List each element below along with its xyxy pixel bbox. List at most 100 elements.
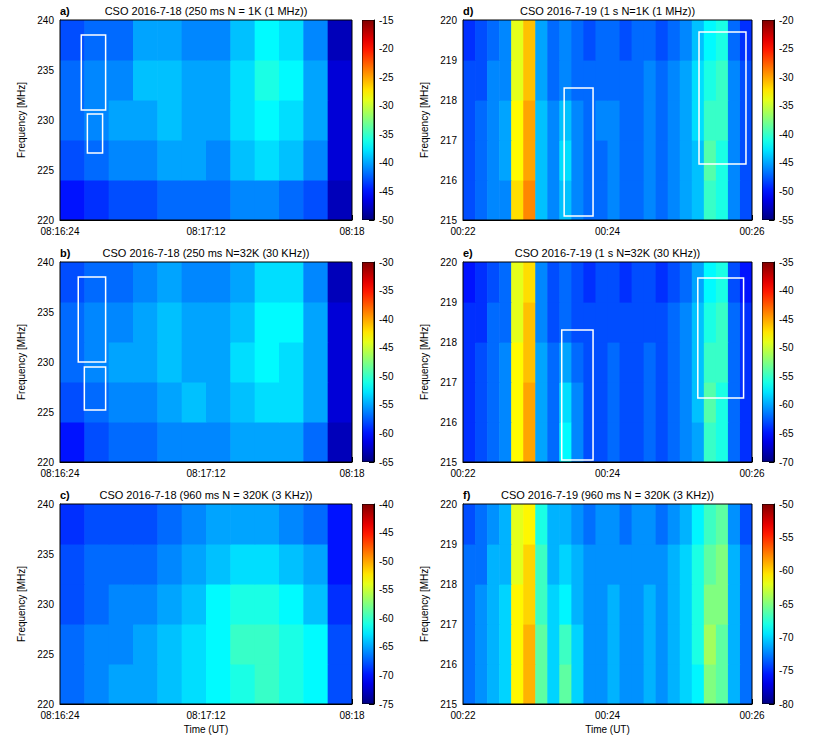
svg-text:240: 240 xyxy=(37,257,54,268)
svg-text:-60: -60 xyxy=(779,399,794,410)
svg-text:215: 215 xyxy=(440,457,457,468)
svg-text:08:18: 08:18 xyxy=(339,710,364,721)
svg-text:Frequency [MHz]: Frequency [MHz] xyxy=(16,566,27,642)
svg-text:225: 225 xyxy=(37,165,54,176)
svg-text:220: 220 xyxy=(440,15,457,26)
svg-text:-30: -30 xyxy=(379,257,394,268)
svg-text:-55: -55 xyxy=(379,399,394,410)
svg-text:00:26: 00:26 xyxy=(739,226,764,237)
svg-text:218: 218 xyxy=(440,579,457,590)
svg-text:-65: -65 xyxy=(379,457,394,468)
svg-text:-35: -35 xyxy=(379,285,394,296)
svg-text:-30: -30 xyxy=(379,100,394,111)
svg-text:08:17:12: 08:17:12 xyxy=(187,710,226,721)
svg-text:-70: -70 xyxy=(779,632,794,643)
svg-text:CSO 2016-7-19 (960 ms N = 320K: CSO 2016-7-19 (960 ms N = 320K (3 KHz)) xyxy=(501,489,714,501)
svg-text:240: 240 xyxy=(37,15,54,26)
svg-text:Frequency [MHz]: Frequency [MHz] xyxy=(419,324,430,400)
svg-text:235: 235 xyxy=(37,307,54,318)
svg-text:b): b) xyxy=(60,247,71,259)
svg-text:-50: -50 xyxy=(379,556,394,567)
svg-text:c): c) xyxy=(60,489,70,501)
svg-text:00:24: 00:24 xyxy=(595,710,620,721)
svg-text:216: 216 xyxy=(440,659,457,670)
svg-text:-45: -45 xyxy=(779,157,794,168)
svg-text:217: 217 xyxy=(440,135,457,146)
svg-text:-45: -45 xyxy=(379,186,394,197)
svg-text:00:26: 00:26 xyxy=(739,468,764,479)
svg-text:08:16:24: 08:16:24 xyxy=(41,226,80,237)
svg-text:-40: -40 xyxy=(379,314,394,325)
svg-text:-75: -75 xyxy=(779,665,794,676)
svg-text:-25: -25 xyxy=(379,72,394,83)
svg-text:230: 230 xyxy=(37,115,54,126)
svg-text:CSO 2016-7-18 (960 ms N = 320K: CSO 2016-7-18 (960 ms N = 320K (3 KHz)) xyxy=(99,489,312,501)
svg-text:08:18: 08:18 xyxy=(339,226,364,237)
svg-text:-20: -20 xyxy=(379,43,394,54)
svg-text:CSO 2016-7-18 (250 ms N = 1K (: CSO 2016-7-18 (250 ms N = 1K (1 MHz)) xyxy=(105,5,308,17)
svg-text:-25: -25 xyxy=(779,43,794,54)
svg-text:-35: -35 xyxy=(379,129,394,140)
svg-text:218: 218 xyxy=(440,337,457,348)
svg-text:220: 220 xyxy=(37,215,54,226)
svg-text:CSO 2016-7-19 (1 s N=1K (1 MHz: CSO 2016-7-19 (1 s N=1K (1 MHz)) xyxy=(520,5,695,17)
svg-text:CSO 2016-7-19 (1 s N=32K (30 K: CSO 2016-7-19 (1 s N=32K (30 KHz)) xyxy=(515,247,701,259)
svg-text:217: 217 xyxy=(440,377,457,388)
svg-text:220: 220 xyxy=(440,257,457,268)
svg-text:-45: -45 xyxy=(379,527,394,538)
svg-text:218: 218 xyxy=(440,95,457,106)
svg-text:-60: -60 xyxy=(379,428,394,439)
svg-text:00:22: 00:22 xyxy=(450,710,475,721)
svg-text:00:24: 00:24 xyxy=(595,226,620,237)
svg-text:225: 225 xyxy=(37,649,54,660)
svg-text:-40: -40 xyxy=(779,129,794,140)
svg-text:-50: -50 xyxy=(379,371,394,382)
svg-text:-35: -35 xyxy=(779,257,794,268)
svg-text:Time (UT): Time (UT) xyxy=(585,724,630,735)
svg-text:217: 217 xyxy=(440,619,457,630)
svg-text:-65: -65 xyxy=(779,599,794,610)
svg-text:-55: -55 xyxy=(779,215,794,226)
svg-text:d): d) xyxy=(463,5,474,17)
svg-text:235: 235 xyxy=(37,549,54,560)
svg-text:-60: -60 xyxy=(779,565,794,576)
svg-text:00:24: 00:24 xyxy=(595,468,620,479)
svg-text:CSO 2016-7-18 (250 ms N=32K (3: CSO 2016-7-18 (250 ms N=32K (30 KHz)) xyxy=(103,247,310,259)
svg-text:215: 215 xyxy=(440,699,457,710)
svg-text:240: 240 xyxy=(37,499,54,510)
svg-text:-50: -50 xyxy=(779,186,794,197)
svg-text:-35: -35 xyxy=(779,100,794,111)
svg-text:220: 220 xyxy=(37,699,54,710)
svg-text:e): e) xyxy=(463,247,473,259)
svg-text:Frequency [MHz]: Frequency [MHz] xyxy=(16,324,27,400)
svg-text:00:26: 00:26 xyxy=(739,710,764,721)
svg-text:08:16:24: 08:16:24 xyxy=(41,710,80,721)
svg-text:Frequency [MHz]: Frequency [MHz] xyxy=(16,82,27,158)
svg-text:225: 225 xyxy=(37,407,54,418)
svg-text:-45: -45 xyxy=(779,314,794,325)
svg-text:-50: -50 xyxy=(779,342,794,353)
svg-text:235: 235 xyxy=(37,65,54,76)
svg-text:-40: -40 xyxy=(779,285,794,296)
svg-text:a): a) xyxy=(60,5,70,17)
svg-text:-70: -70 xyxy=(779,457,794,468)
svg-text:230: 230 xyxy=(37,357,54,368)
svg-text:08:16:24: 08:16:24 xyxy=(41,468,80,479)
svg-text:-75: -75 xyxy=(379,699,394,710)
svg-text:-80: -80 xyxy=(779,699,794,710)
svg-text:f): f) xyxy=(463,489,471,501)
svg-text:219: 219 xyxy=(440,55,457,66)
svg-text:-55: -55 xyxy=(779,371,794,382)
svg-text:215: 215 xyxy=(440,215,457,226)
svg-text:-45: -45 xyxy=(379,342,394,353)
svg-text:220: 220 xyxy=(37,457,54,468)
svg-text:00:22: 00:22 xyxy=(450,468,475,479)
svg-text:-65: -65 xyxy=(379,641,394,652)
svg-text:Frequency [MHz]: Frequency [MHz] xyxy=(419,566,430,642)
svg-text:219: 219 xyxy=(440,297,457,308)
svg-text:-50: -50 xyxy=(779,499,794,510)
svg-text:230: 230 xyxy=(37,599,54,610)
svg-text:-40: -40 xyxy=(379,499,394,510)
svg-text:-70: -70 xyxy=(379,670,394,681)
svg-text:00:22: 00:22 xyxy=(450,226,475,237)
